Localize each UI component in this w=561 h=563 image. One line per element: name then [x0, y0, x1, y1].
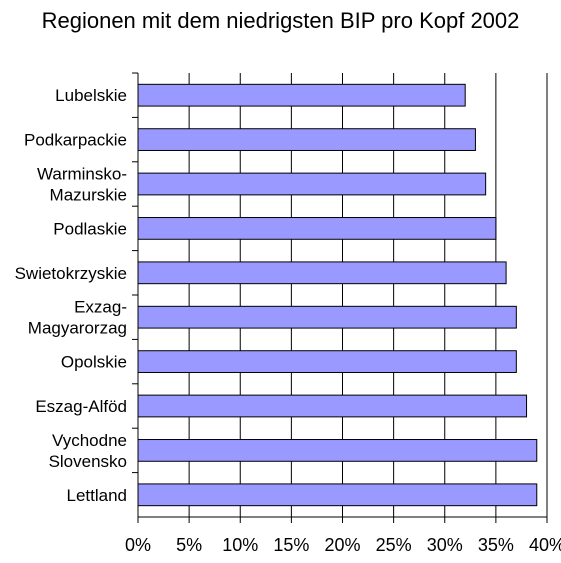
category-label-line: Podkarpackie	[24, 131, 127, 150]
x-tick-label-15: 15%	[273, 535, 309, 555]
category-label-line: Warminsko-	[37, 165, 127, 184]
category-label-1: Podkarpackie	[24, 131, 127, 150]
x-tick-label-40: 40%	[529, 535, 561, 555]
category-label-8: Vychodne Slovensko	[49, 431, 127, 471]
bar-8	[137, 439, 538, 462]
x-tick-label-35: 35%	[478, 535, 514, 555]
category-label-line: Slovensko	[49, 452, 127, 471]
category-label-line: Vychodne	[52, 431, 127, 450]
bar-6	[137, 350, 517, 373]
x-tick-label-20: 20%	[324, 535, 360, 555]
category-label-6: Opolskie	[61, 353, 127, 372]
category-label-line: Magyarorzag	[28, 319, 127, 338]
bar-7	[137, 394, 528, 418]
axes	[132, 72, 548, 523]
bar-3	[137, 217, 497, 240]
bar-2	[137, 172, 487, 196]
category-label-line: Lettland	[67, 486, 128, 505]
x-tick-label-10: 10%	[222, 535, 258, 555]
category-label-3: Podlaskie	[53, 219, 127, 238]
category-label-9: Lettland	[67, 486, 128, 505]
bar-9	[137, 483, 538, 507]
category-label-line: Mazurskie	[50, 186, 127, 205]
category-label-2: Warminsko- Mazurskie	[37, 165, 127, 205]
category-label-5: Exzag- Magyarorzag	[28, 298, 127, 338]
bar-0	[137, 83, 466, 107]
category-label-line: Swietokrzyskie	[15, 264, 127, 283]
category-label-line: Exzag-	[74, 298, 127, 317]
category-labels: Lubelskie Podkarpackie Warminsko- Mazurskie…	[15, 86, 127, 505]
category-label-line: Lubelskie	[55, 86, 127, 105]
x-tick-label-0: 0%	[125, 535, 151, 555]
bar-5	[137, 305, 517, 329]
category-label-4: Swietokrzyskie	[15, 264, 127, 283]
chart-title: Regionen mit dem niedrigsten BIP pro Kop…	[41, 8, 520, 33]
category-label-line: Eszag-Alföd	[35, 397, 127, 416]
bar-1	[137, 128, 476, 151]
category-label-line: Opolskie	[61, 353, 127, 372]
bars	[137, 83, 538, 507]
category-label-0: Lubelskie	[55, 86, 127, 105]
x-tick-label-5: 5%	[176, 535, 202, 555]
bar-4	[137, 261, 507, 285]
category-label-7: Eszag-Alföd	[35, 397, 127, 416]
x-tick-label-25: 25%	[376, 535, 412, 555]
tick-labels: 0% 5% 10% 15% 20% 25% 30% 35% 40%	[125, 535, 561, 555]
category-label-line: Podlaskie	[53, 219, 127, 238]
x-tick-label-30: 30%	[427, 535, 463, 555]
